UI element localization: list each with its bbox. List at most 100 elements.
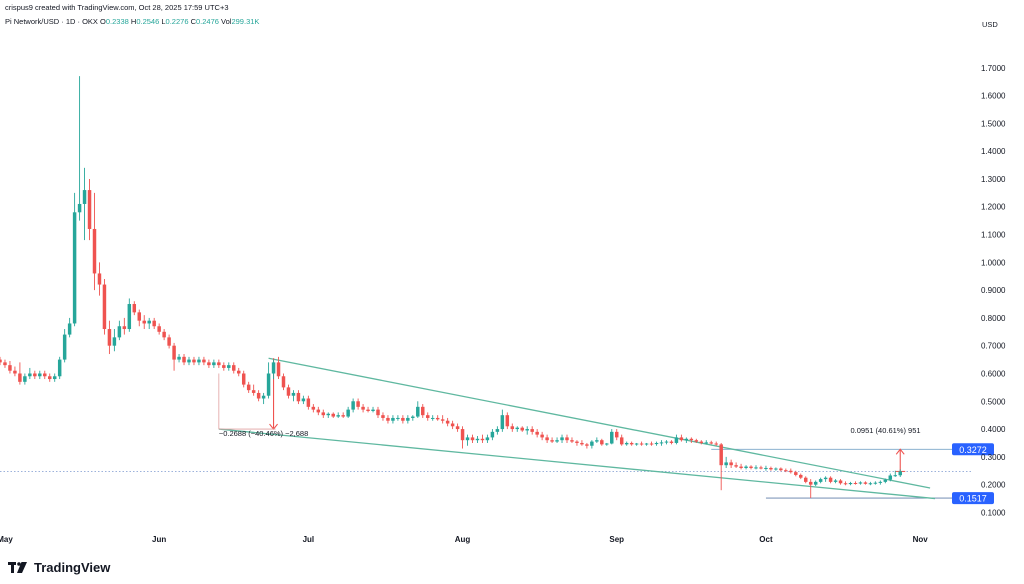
candle [585, 442, 589, 449]
candle [570, 437, 574, 443]
candle [833, 479, 838, 484]
candle-body [679, 437, 684, 441]
candle [480, 434, 485, 443]
time-tick-label: Sep [609, 535, 624, 544]
candle-body [664, 441, 669, 443]
candle [729, 459, 733, 468]
candle [769, 466, 773, 471]
candle [47, 373, 52, 382]
candle [306, 395, 311, 410]
candle-body [371, 409, 375, 412]
candle-body [808, 481, 813, 485]
candle-body [779, 468, 783, 471]
candle [336, 412, 340, 418]
candle [266, 362, 271, 399]
candle [396, 415, 400, 421]
candle [754, 465, 758, 470]
wedge-upper-trendline [268, 357, 931, 489]
candle [112, 329, 117, 352]
candle [28, 367, 32, 380]
candle-body [416, 406, 420, 417]
candle [774, 467, 778, 471]
candle-body [719, 444, 723, 466]
candle [386, 415, 390, 424]
candle-body [435, 417, 440, 420]
candle [13, 366, 17, 377]
candle [858, 481, 863, 485]
candle [689, 437, 694, 443]
candle-body [669, 441, 674, 443]
candle-body [286, 387, 291, 396]
price-tick-label: 1.4000 [981, 147, 1006, 156]
candle [749, 465, 753, 470]
candle-body [614, 431, 619, 438]
candle [251, 384, 256, 396]
candle [724, 456, 728, 468]
candle-body [744, 466, 748, 468]
candle-body [490, 431, 495, 438]
candle-body [152, 320, 156, 327]
candle-body [868, 483, 873, 485]
tradingview-logo[interactable]: TradingView [8, 560, 110, 575]
candle [241, 370, 246, 388]
rise-measure-arrowhead [895, 448, 905, 455]
candle-body [276, 362, 281, 377]
candle [341, 412, 345, 418]
candle-body [610, 431, 614, 444]
candle [227, 362, 231, 371]
currency-label: USD [982, 20, 998, 29]
candle-body [624, 442, 629, 445]
candle [97, 262, 102, 296]
candle [416, 401, 420, 418]
candle-body [863, 482, 868, 484]
candle-body [674, 437, 679, 443]
candle [346, 406, 350, 418]
candle [649, 441, 654, 446]
candle-body [848, 482, 853, 485]
candle-body [724, 462, 728, 466]
price-tick-label: 1.3000 [981, 175, 1006, 184]
candle-body [132, 304, 137, 313]
candle-body [520, 427, 524, 431]
candle-body [202, 359, 206, 363]
candle-body [326, 413, 331, 416]
candle [351, 398, 355, 413]
ohlc-value: 0.2546 [136, 17, 160, 26]
candle-body [107, 329, 112, 346]
candle [540, 431, 544, 441]
candle-body [38, 373, 42, 377]
candle [808, 479, 813, 498]
candle [813, 480, 818, 487]
candle-body [430, 417, 435, 419]
candle [157, 323, 161, 335]
candle [629, 441, 634, 446]
candle [127, 298, 132, 332]
candle [23, 373, 27, 385]
candle-body [411, 416, 415, 418]
candle-body [306, 398, 311, 407]
candle-body [833, 480, 838, 482]
candle-body [764, 467, 768, 469]
candle [485, 434, 490, 443]
candle [107, 320, 112, 355]
candle [207, 359, 211, 368]
candle-body [356, 401, 360, 407]
candle [137, 309, 142, 327]
candle [893, 470, 898, 477]
candle-body [291, 392, 296, 396]
candle [167, 334, 171, 349]
candle [440, 415, 445, 424]
candle [883, 478, 888, 484]
candle-body [828, 477, 833, 482]
candle-body [296, 392, 301, 402]
candle-body [386, 417, 390, 421]
candle-body [838, 480, 843, 484]
candle [694, 438, 699, 443]
candle-body [256, 392, 261, 399]
candle [828, 476, 833, 484]
candle [863, 481, 868, 485]
candle-body [699, 441, 704, 443]
candle [152, 317, 156, 330]
candle [217, 359, 221, 368]
